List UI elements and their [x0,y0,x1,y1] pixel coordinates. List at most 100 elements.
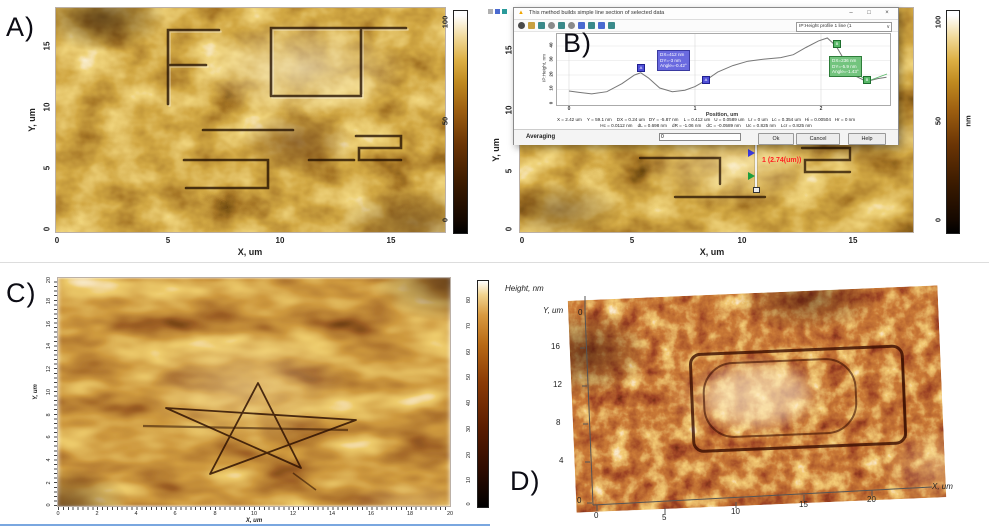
save-icon[interactable] [528,22,535,29]
panel-a-ytick: 15 [42,41,52,51]
panel-d-label: D) [510,466,541,496]
colorbar-b [946,10,960,234]
colorbar-b-unit: nm [963,115,973,127]
grid-icon[interactable] [578,22,585,29]
profile-selector-dropdown[interactable]: IP:Height profile 1 line (1 ∨ [796,21,892,32]
panel-d-xtick: 10 [731,507,740,516]
panel-d-xtick: 15 [799,500,808,509]
panel-c-label: C) [6,278,37,308]
colorbar-c [477,280,489,508]
profile-plot-ytick: 20 [548,71,554,77]
colorbar-b-tick: 50 [933,116,943,126]
panel-c-ytick: 8 [46,413,52,417]
panel-c-ytick: 20 [46,276,52,284]
minimize-button[interactable]: – [849,10,853,16]
maximize-button[interactable]: □ [867,10,871,16]
profile-plot-xlabel: Position, um [705,112,739,118]
annotation-box-a: DX=412 nm DY=-3 nm Angle=-0.42° [657,50,690,71]
panel-b-xtick: 5 [629,236,635,245]
section-endpoint-bottom [753,187,760,193]
panel-a-label: A) [6,12,35,42]
select-icon[interactable] [588,22,595,29]
profile-marker-b2[interactable]: B [863,76,871,84]
panel-c-xtick: 16 [367,511,375,517]
close-button[interactable]: × [885,10,889,16]
settings-icon[interactable] [608,22,615,29]
panel-c-xtick: 8 [213,511,217,517]
line-section-dialog: ▲ This method builds simple line section… [513,7,899,145]
app-mini-icon-blue[interactable] [495,9,500,14]
profile-plot: A A B B DX=412 nm DY=-3 nm Angle=-0.42° … [556,33,891,112]
panel-b-ytick: 5 [504,168,514,174]
export-icon[interactable] [538,22,545,29]
colorbar-c-tick: 10 [466,476,472,484]
afm-image-a [55,7,446,233]
section-label: 1 (2.74(um)) [762,157,802,164]
dialog-status-line-2: Hc = 0.0112 nm dL = 0.698 nm dR = -1.06 … [600,123,812,128]
panel-b-ylabel: Y, um [491,138,501,162]
panel-b-xtick: 10 [737,236,747,245]
panel-c-xtick: 12 [289,511,297,517]
profile-marker-b1[interactable]: B [833,40,841,48]
panel-c-xlabel: X, um [245,518,263,524]
help-button[interactable]: Help [848,132,886,145]
dialog-titlebar: ▲ This method builds simple line section… [514,8,898,20]
panel-c-ytick: 0 [46,503,52,507]
afm-3d-image-d [567,285,947,513]
colorbar-b-tick: 100 [933,15,943,29]
section-marker-b-arrow [748,172,755,180]
profile-line [568,37,887,95]
panel-c-ytick: 6 [46,435,52,439]
colorbar-c-tick: 50 [466,373,472,381]
panel-a-ytick: 5 [42,165,52,171]
panel-d-ytick: 16 [551,342,560,351]
app-mini-icon-gray[interactable] [488,9,493,14]
panel-d-xlabel: X, um [932,482,953,491]
panel-c-xtick: 14 [328,511,336,517]
pan-icon[interactable] [558,22,565,29]
panel-c-ytick: 14 [46,342,52,350]
afm-image-c [57,277,451,507]
chart-icon[interactable] [598,22,605,29]
app-mini-icon-teal[interactable] [502,9,507,14]
profile-marker-a1[interactable]: A [637,64,645,72]
profile-plot-ytick: 30 [548,56,554,62]
section-marker-a-arrow [748,149,755,157]
panel-d-axes [580,296,933,514]
zoom-out-icon[interactable] [568,22,575,29]
etched-pattern-d [688,344,908,453]
panel-c-ytick: 2 [46,481,52,485]
panel-b-xlabel: X, um [699,247,725,257]
panel-c-x-minor-ticks [58,507,450,510]
panel-a-ytick: 10 [42,102,52,112]
colorbar-a [453,10,468,234]
ok-button[interactable]: Ok [758,132,794,145]
annotation-box-b: DX=236 nm DY=-5.9 nm Angle=-1.43° [829,56,862,77]
panel-d-xtick: 0 [594,511,599,520]
panel-c-xtick: 0 [56,511,60,517]
panel-c-ytick: 4 [46,458,52,462]
annotation-a-dx: DX=412 nm [660,52,685,57]
profile-marker-a2[interactable]: A [702,76,710,84]
averaging-label: Averaging [526,134,556,140]
panel-b-xtick: 0 [519,236,525,245]
annotation-b-dx: DX=236 nm [832,58,857,63]
profile-selector-value: IP:Height profile 1 line (1 [799,23,852,29]
panel-d-ytick: 0 [577,496,582,505]
panel-a-xlabel: X, um [237,247,263,257]
panel-d-ytick: 12 [553,380,562,389]
panel-a-xtick: 15 [386,236,396,245]
colorbar-a-tick: 0 [440,217,450,223]
panel-d-ytick: 8 [556,418,561,427]
row-divider [0,262,989,263]
zoom-in-icon[interactable] [548,22,555,29]
info-icon[interactable] [518,22,525,29]
panel-d-xtick: 20 [867,495,876,504]
panel-a-xtick: 0 [54,236,60,245]
cancel-button[interactable]: Cancel [796,132,840,145]
profile-plot-ylabel: IP:Height, nm [541,54,547,82]
panel-c-ytick: 10 [46,388,52,396]
warning-icon: ▲ [518,9,524,16]
averaging-input[interactable] [659,133,741,141]
colorbar-c-tick: 80 [466,296,472,304]
